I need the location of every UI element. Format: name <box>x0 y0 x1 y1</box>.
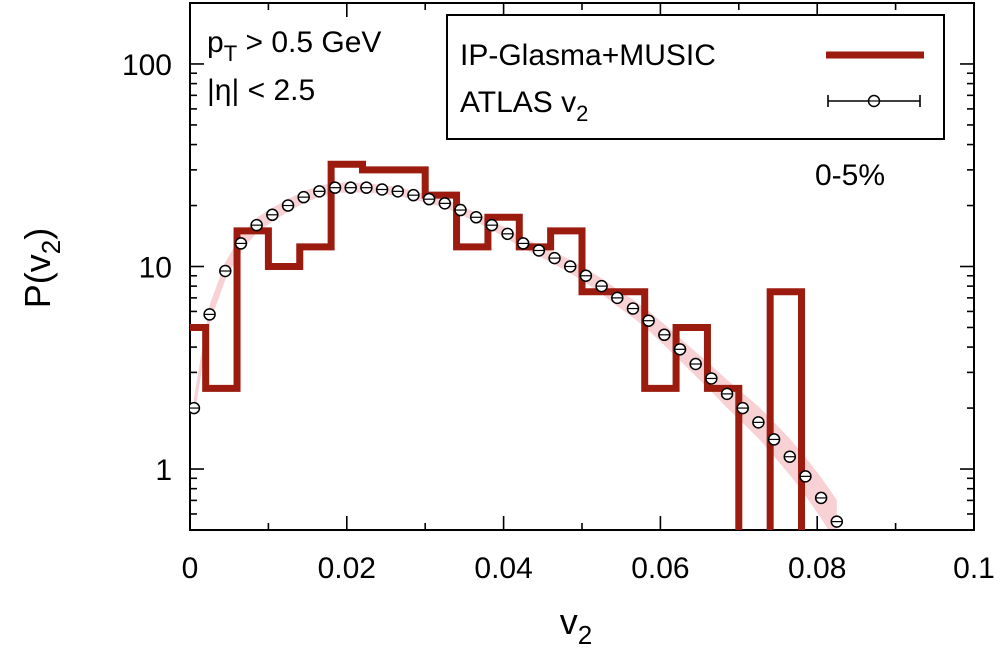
legend-box <box>446 14 945 140</box>
x-tick-label-3: 0.06 <box>631 552 689 585</box>
y-tick-label-1: 10 <box>139 252 172 285</box>
atlas-data-point <box>281 199 295 212</box>
atlas-data-point <box>501 227 514 241</box>
atlas-data-point <box>548 251 561 265</box>
legend-label-atlas: ATLAS v2 <box>460 86 588 126</box>
y-tick-labels: 1 10 100 <box>122 49 172 487</box>
x-tick-label-4: 0.08 <box>788 552 846 585</box>
atlas-data-point <box>563 260 577 273</box>
legend-label-ipglasma: IP-Glasma+MUSIC <box>460 39 716 72</box>
atlas-data-point <box>360 181 373 194</box>
eta-cut-annotation: |η| < 2.5 <box>207 74 315 107</box>
centrality-annotation: 0-5% <box>815 159 885 192</box>
y-axis-label: P(v2) <box>17 228 66 308</box>
atlas-points <box>190 181 844 528</box>
atlas-data-point <box>407 188 420 202</box>
atlas-data-point <box>799 470 812 483</box>
atlas-data-point <box>783 450 797 463</box>
legend: IP-Glasma+MUSIC ATLAS v2 <box>446 14 945 140</box>
atlas-data-point <box>720 387 734 401</box>
atlas-data-point <box>673 343 687 356</box>
atlas-data-point <box>830 515 844 528</box>
atlas-data-point <box>422 192 436 206</box>
atlas-data-point <box>516 237 530 250</box>
legend-swatch-points <box>827 94 921 108</box>
atlas-data-point <box>438 197 452 210</box>
atlas-data-point <box>705 372 718 385</box>
atlas-data-point <box>266 208 279 222</box>
atlas-data-point <box>203 308 216 321</box>
atlas-data-point <box>814 491 828 505</box>
x-tick-label-0: 0 <box>182 552 199 585</box>
atlas-data-point <box>626 302 640 315</box>
atlas-data-point <box>190 401 201 415</box>
y-tick-label-0: 1 <box>155 454 172 487</box>
atlas-data-point <box>532 244 546 257</box>
atlas-data-point <box>611 291 624 305</box>
x-tick-label-1: 0.02 <box>318 552 376 585</box>
atlas-data-point <box>375 183 389 196</box>
atlas-data-point <box>736 401 749 415</box>
x-tick-label-5: 0.1 <box>953 552 995 585</box>
x-axis-label: v2 <box>560 601 592 648</box>
atlas-data-point <box>454 203 467 217</box>
atlas-data-point <box>595 279 608 293</box>
pt-cut-annotation: pT > 0.5 GeV <box>207 26 381 66</box>
plot-frame <box>189 2 975 531</box>
ipglasma-histogram <box>190 160 806 530</box>
y-tick-label-2: 100 <box>122 49 172 82</box>
atlas-data-point <box>328 181 342 194</box>
uncertainty-band <box>193 182 837 530</box>
atlas-data-point <box>219 264 232 278</box>
atlas-data-point <box>485 218 499 232</box>
atlas-data-point <box>344 181 357 194</box>
atlas-data-point <box>689 357 702 371</box>
atlas-data-point <box>313 185 326 198</box>
x-tick-label-2: 0.04 <box>474 552 532 585</box>
atlas-data-point <box>752 416 765 429</box>
atlas-data-point <box>297 190 310 204</box>
atlas-data-point <box>250 218 263 232</box>
atlas-data-point <box>234 237 248 250</box>
atlas-data-point <box>658 328 671 342</box>
atlas-data-point <box>642 314 655 327</box>
x-tick-labels: 0 0.02 0.04 0.06 0.08 0.1 <box>182 552 995 585</box>
atlas-data-point <box>391 185 405 198</box>
atlas-data-point <box>579 269 593 283</box>
atlas-data-point <box>767 433 781 446</box>
atlas-data-point <box>469 211 483 224</box>
